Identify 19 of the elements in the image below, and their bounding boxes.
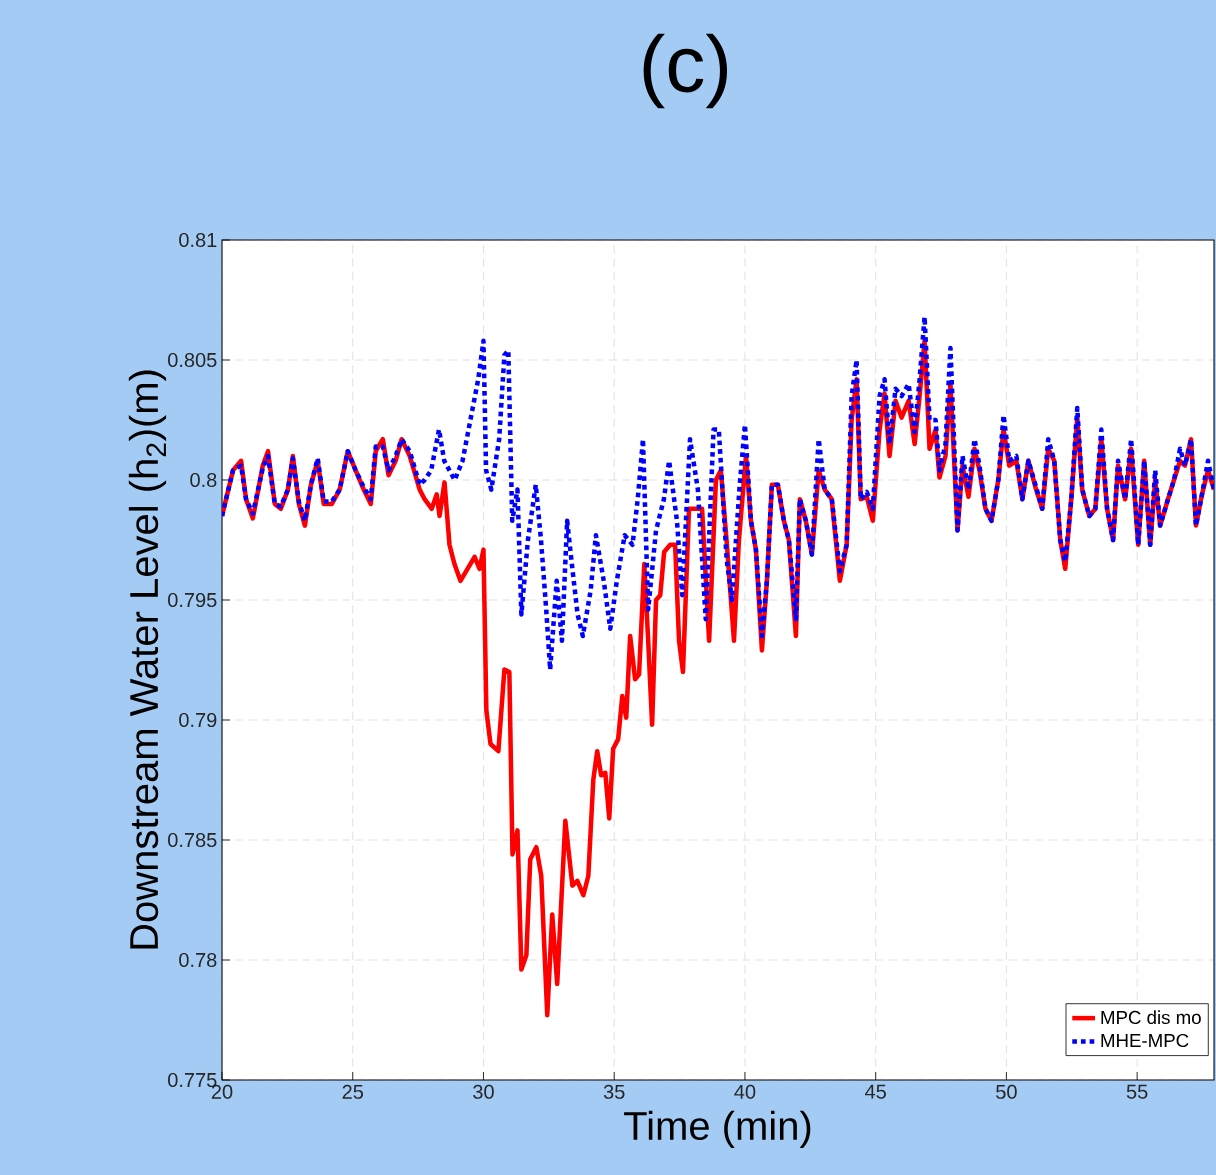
y-tick-label: 0.805 xyxy=(168,352,217,368)
x-tick-label: 55 xyxy=(1126,1084,1148,1099)
y-tick-label: 0.785 xyxy=(168,832,217,848)
y-tick-label: 0.78 xyxy=(179,952,217,968)
x-axis-title: Time (min) xyxy=(624,1110,811,1148)
y-tick-label: 0.81 xyxy=(179,232,217,248)
y-tick-label: 0.795 xyxy=(168,592,217,608)
y-tick-label: 0.8 xyxy=(190,472,217,488)
x-tick-label: 25 xyxy=(342,1084,364,1099)
legend-label: MPC dis mo xyxy=(1101,1010,1201,1025)
x-tick-label: 45 xyxy=(865,1084,886,1099)
chart-title: (c) xyxy=(643,33,728,109)
y-axis-title: Downstream Water Level (h$_{2}$)(m) xyxy=(128,370,167,949)
legend-label: MHE-MPC xyxy=(1101,1033,1189,1048)
x-tick-label: 35 xyxy=(603,1084,625,1099)
y-tick-label: 0.79 xyxy=(179,712,217,728)
x-tick-label: 30 xyxy=(473,1084,494,1099)
x-tick-label: 40 xyxy=(734,1084,756,1099)
x-tick-label: 50 xyxy=(996,1084,1017,1099)
